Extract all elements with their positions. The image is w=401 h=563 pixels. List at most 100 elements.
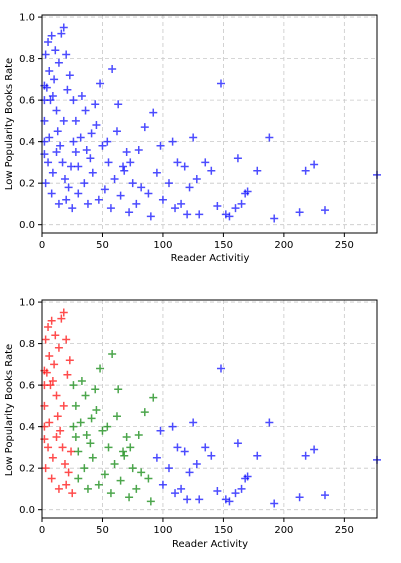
x-ticks: 0 50 100 150 200 250 (39, 518, 354, 536)
plus-marker (119, 447, 128, 456)
plus-marker (104, 158, 113, 167)
plus-marker (156, 426, 165, 435)
plus-marker (132, 484, 141, 493)
plus-marker (41, 179, 50, 188)
plus-marker (173, 158, 182, 167)
y-tick-label: 0.6 (19, 96, 35, 107)
plus-marker (63, 370, 72, 379)
plus-marker (68, 489, 77, 498)
plus-marker (120, 451, 129, 460)
plus-marker (152, 168, 161, 177)
plus-marker (59, 116, 68, 125)
x-tick-label: 150 (214, 240, 233, 251)
plus-marker (237, 199, 246, 208)
plus-marker (71, 401, 80, 410)
plus-marker (58, 158, 67, 167)
plus-marker (62, 335, 71, 344)
plus-marker (91, 385, 100, 394)
chart-top: 0 50 100 150 200 250 0.0 0.2 0.4 0.6 0.8 1.0 Reade… (4, 13, 381, 264)
y-tick-label: 0.2 (19, 464, 35, 475)
plus-marker (146, 212, 155, 221)
plus-marker (65, 71, 74, 80)
plus-marker (253, 166, 262, 175)
plus-marker (45, 67, 54, 76)
plus-marker (74, 447, 83, 456)
plus-marker (69, 96, 78, 105)
plus-marker (74, 162, 83, 171)
plus-marker (122, 148, 131, 157)
plus-marker (56, 141, 65, 150)
plus-marker (94, 195, 103, 204)
plus-marker (146, 497, 155, 506)
plus-marker (171, 489, 180, 498)
plus-marker (192, 460, 201, 469)
plus-marker (216, 364, 225, 373)
plus-marker (80, 464, 89, 473)
x-axis-label: Reader Activitiy (171, 253, 250, 264)
plus-marker (295, 208, 304, 217)
plus-marker (62, 195, 71, 204)
plus-marker (112, 412, 121, 421)
plus-marker (50, 360, 59, 369)
plus-marker (87, 129, 96, 138)
plus-marker (201, 158, 210, 167)
plus-marker (69, 422, 78, 431)
plus-marker (110, 460, 119, 469)
plus-marker (320, 206, 329, 215)
plus-marker (134, 145, 143, 154)
plus-marker (195, 210, 204, 219)
plus-marker (158, 195, 167, 204)
plus-marker (76, 133, 85, 142)
plus-marker (144, 189, 153, 198)
plus-marker (180, 162, 189, 171)
plus-marker (168, 422, 177, 431)
y-ticks: 0.0 0.2 0.4 0.6 0.8 1.0 (19, 298, 42, 516)
plus-marker (41, 50, 50, 59)
plus-marker (243, 472, 252, 481)
plus-marker (137, 183, 146, 192)
plus-marker (106, 489, 115, 498)
y-axis-label: Low Popularity Books Rate (4, 58, 15, 190)
plus-marker (88, 168, 97, 177)
plus-marker (164, 179, 173, 188)
x-tick-label: 200 (274, 240, 293, 251)
plus-marker (195, 495, 204, 504)
y-tick-label: 0.2 (19, 179, 35, 190)
plus-marker (44, 443, 53, 452)
plus-marker (63, 85, 72, 94)
plus-marker (56, 426, 65, 435)
plus-marker (77, 376, 86, 385)
plus-marker (137, 468, 146, 477)
plus-marker (185, 468, 194, 477)
plus-marker (87, 414, 96, 423)
y-tick-label: 1.0 (19, 298, 35, 309)
plus-marker (47, 474, 56, 483)
plus-marker (98, 141, 107, 150)
plus-marker (69, 137, 78, 146)
plus-marker (81, 391, 90, 400)
plus-marker (177, 484, 186, 493)
y-ticks: 0.0 0.2 0.4 0.6 0.8 1.0 (19, 13, 42, 231)
y-tick-label: 0.0 (19, 505, 35, 516)
plus-marker (207, 166, 216, 175)
plus-marker (74, 474, 83, 483)
plus-marker (177, 199, 186, 208)
plus-marker (57, 29, 66, 38)
plus-marker (74, 189, 83, 198)
plus-marker (140, 123, 149, 132)
plus-marker (100, 470, 109, 479)
plus-marker (96, 79, 105, 88)
plus-marker (310, 160, 319, 169)
plus-marker (233, 154, 242, 163)
plus-marker (120, 166, 129, 175)
plus-marker (265, 133, 274, 142)
plus-marker (126, 443, 135, 452)
plus-marker (92, 121, 101, 130)
plus-marker (83, 484, 92, 493)
plus-marker (108, 349, 117, 358)
plus-marker (114, 100, 123, 109)
y-tick-label: 0.8 (19, 339, 35, 350)
plus-marker (140, 408, 149, 417)
x-ticks: 0 50 100 150 200 250 (39, 233, 354, 251)
